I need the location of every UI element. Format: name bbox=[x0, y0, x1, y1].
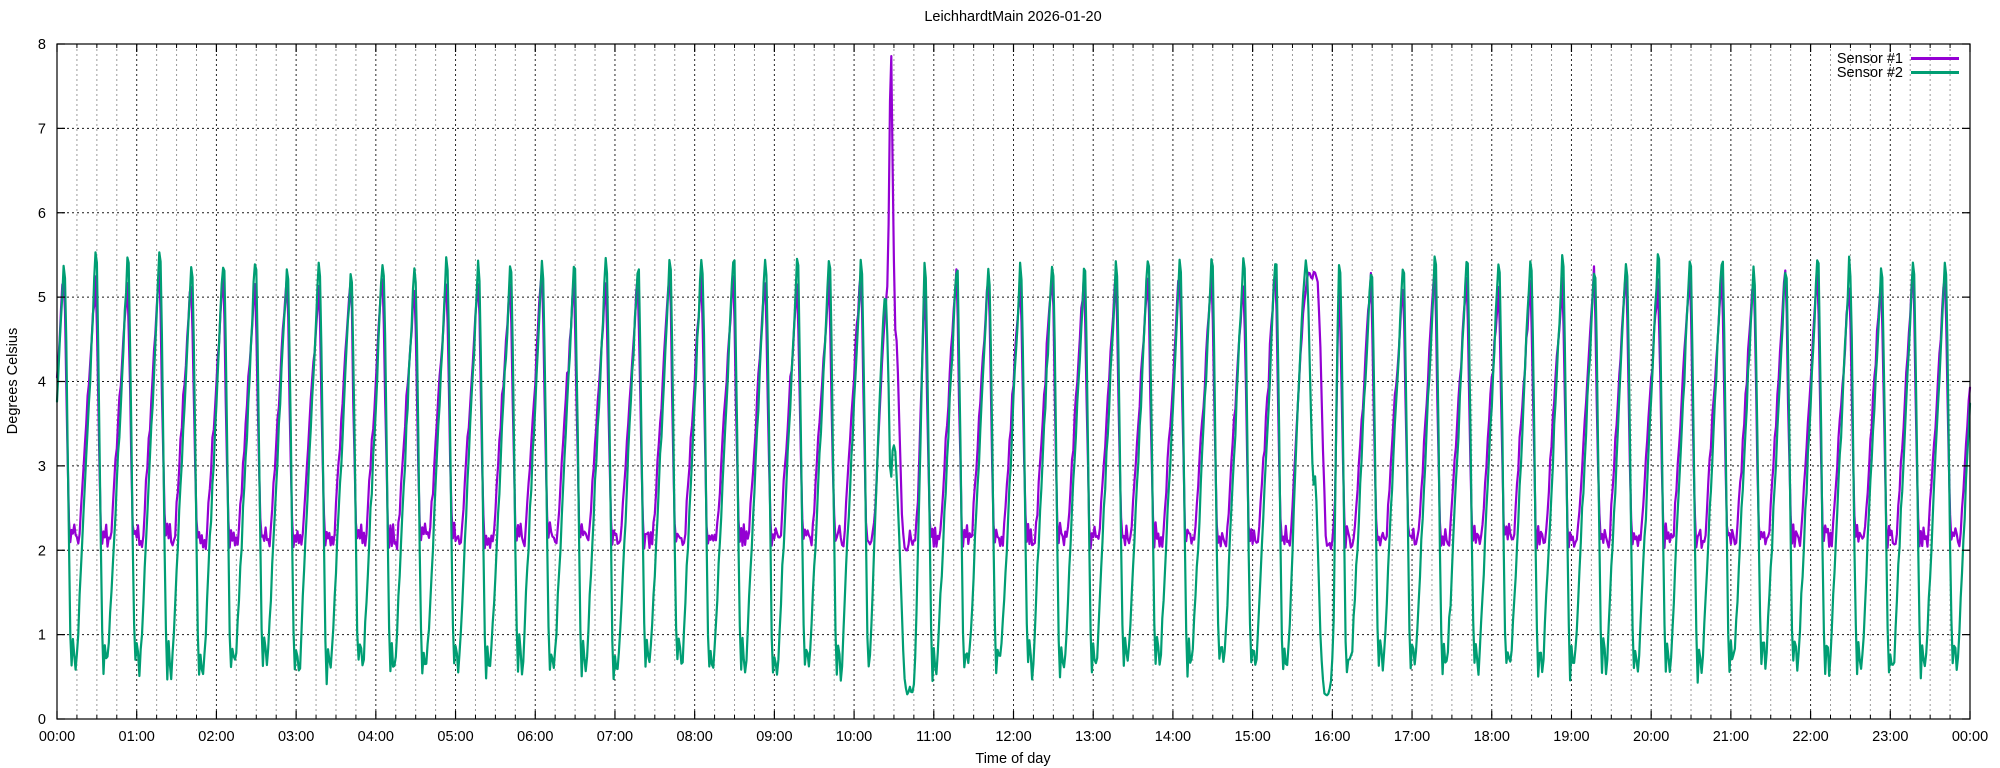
x-tick-label: 15:00 bbox=[1234, 729, 1270, 745]
y-tick-label: 8 bbox=[38, 37, 46, 53]
x-tick-label: 13:00 bbox=[1075, 729, 1111, 745]
x-tick-label: 06:00 bbox=[517, 729, 553, 745]
y-tick-label: 1 bbox=[38, 628, 46, 644]
x-tick-label: 04:00 bbox=[358, 729, 394, 745]
x-tick-label: 12:00 bbox=[995, 729, 1031, 745]
y-tick-label: 7 bbox=[38, 121, 46, 137]
x-tick-label: 23:00 bbox=[1872, 729, 1908, 745]
x-tick-label: 01:00 bbox=[119, 729, 155, 745]
y-tick-label: 6 bbox=[38, 206, 46, 222]
x-axis-label: Time of day bbox=[975, 751, 1051, 767]
x-tick-label: 17:00 bbox=[1394, 729, 1430, 745]
series-line-2 bbox=[55, 251, 1972, 697]
y-tick-labels: 0 1 2 3 4 5 6 7 8 bbox=[38, 37, 46, 728]
x-tick-label: 03:00 bbox=[278, 729, 314, 745]
series-lines bbox=[55, 54, 1972, 697]
x-tick-label: 19:00 bbox=[1553, 729, 1589, 745]
x-tick-label: 09:00 bbox=[756, 729, 792, 745]
x-tick-label: 07:00 bbox=[597, 729, 633, 745]
plot-border bbox=[56, 43, 1971, 720]
legend-label-sensor1: Sensor #1 bbox=[1837, 51, 1903, 67]
x-tick-label: 02:00 bbox=[198, 729, 234, 745]
y-tick-label: 4 bbox=[38, 375, 46, 391]
chart-title: LeichhardtMain 2026-01-20 bbox=[924, 9, 1101, 25]
x-tick-label: 05:00 bbox=[437, 729, 473, 745]
y-tick-label: 2 bbox=[38, 543, 46, 559]
y-tick-label: 0 bbox=[38, 712, 46, 728]
x-tick-label: 18:00 bbox=[1474, 729, 1510, 745]
x-tick-label: 21:00 bbox=[1713, 729, 1749, 745]
x-tick-label: 16:00 bbox=[1314, 729, 1350, 745]
x-tick-label: 08:00 bbox=[677, 729, 713, 745]
x-tick-label: 14:00 bbox=[1155, 729, 1191, 745]
legend-label-sensor2: Sensor #2 bbox=[1837, 65, 1903, 81]
x-tick-label: 20:00 bbox=[1633, 729, 1669, 745]
x-tick-label: 10:00 bbox=[836, 729, 872, 745]
x-tick-labels: 00:00 01:00 02:00 03:00 04:00 05:00 06:00 07:00… bbox=[39, 729, 1988, 745]
x-tick-label: 00:00 bbox=[39, 729, 75, 745]
y-tick-label: 3 bbox=[38, 459, 46, 475]
x-tick-label: 22:00 bbox=[1792, 729, 1828, 745]
legend: Sensor #1 Sensor #2 bbox=[1837, 51, 1959, 81]
y-axis-label: Degrees Celsius bbox=[5, 328, 21, 434]
y-tick-label: 5 bbox=[38, 290, 46, 306]
x-tick-label: 00:00 bbox=[1952, 729, 1988, 745]
x-tick-label: 11:00 bbox=[916, 729, 951, 745]
